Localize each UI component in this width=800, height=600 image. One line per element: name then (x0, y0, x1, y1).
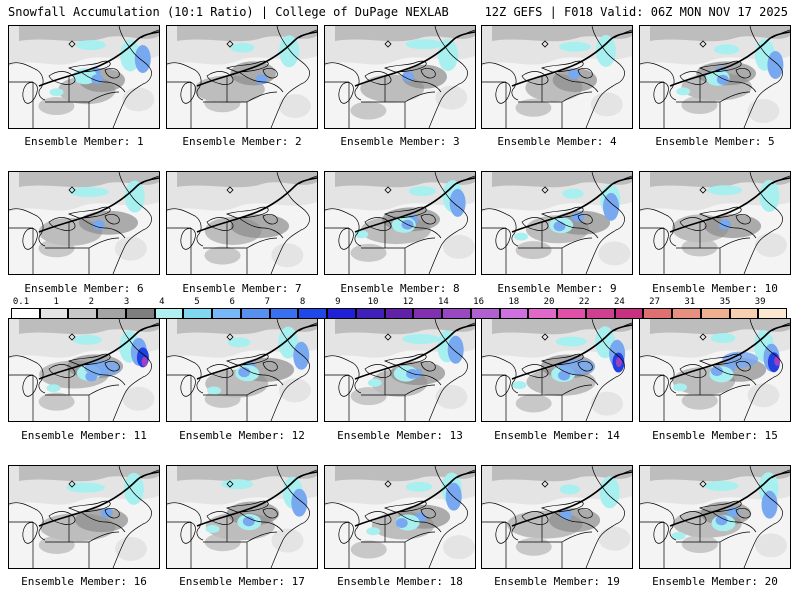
colorbar-swatch (97, 308, 126, 319)
ensemble-member-label: Ensemble Member: 6 (24, 282, 144, 295)
colorbar-tick-labels: 0.1 1 2 3 4 5 6 7 8 9 10 12 14 16 18 20 22 24 27 31 35 39 (11, 298, 787, 308)
colorbar-swatch (470, 308, 500, 319)
ensemble-map-panel (324, 171, 476, 275)
ensemble-map-panel (639, 465, 791, 569)
ensemble-map-panel (481, 318, 633, 422)
ensemble-member-label: Ensemble Member: 9 (497, 282, 617, 295)
colorbar-swatch (355, 308, 385, 319)
colorbar-swatch (11, 308, 40, 319)
colorbar-tick: 18 (508, 297, 520, 307)
colorbar-tick: 12 (402, 297, 414, 307)
colorbar-swatch (68, 308, 98, 319)
ensemble-map-panel (324, 465, 476, 569)
ensemble-map-panel (8, 171, 160, 275)
ensemble-member-label: Ensemble Member: 11 (21, 429, 147, 442)
ensemble-member-label: Ensemble Member: 18 (337, 575, 463, 588)
ensemble-map-panel (8, 465, 160, 569)
ensemble-member-label: Ensemble Member: 12 (179, 429, 305, 442)
colorbar-swatch (758, 308, 787, 319)
ensemble-member-label: Ensemble Member: 1 (24, 135, 144, 148)
colorbar-swatch (700, 308, 730, 319)
colorbar-tick: 16 (473, 297, 485, 307)
colorbar-tick: 14 (437, 297, 449, 307)
ensemble-map-panel (166, 465, 318, 569)
colorbar-tick: 4 (159, 297, 165, 307)
ensemble-map-panel (481, 25, 633, 129)
colorbar-swatch (499, 308, 529, 319)
ensemble-map-panel (639, 25, 791, 129)
ensemble-member-label: Ensemble Member: 3 (340, 135, 460, 148)
ensemble-member-label: Ensemble Member: 13 (337, 429, 463, 442)
colorbar-tick: 31 (684, 297, 696, 307)
colorbar-tick: 3 (123, 297, 130, 307)
colorbar-tick: 20 (543, 297, 555, 307)
ensemble-map-panel (166, 25, 318, 129)
colorbar-swatch (557, 308, 586, 319)
colorbar-swatch (643, 308, 673, 319)
ensemble-member-label: Ensemble Member: 14 (494, 429, 620, 442)
colorbar-swatch (39, 308, 69, 319)
colorbar-tick: 6 (229, 297, 235, 307)
colorbar-swatch (240, 308, 270, 319)
ensemble-map-panel (324, 25, 476, 129)
ensemble-member-label: Ensemble Member: 16 (21, 575, 147, 588)
colorbar-swatch (585, 308, 615, 319)
colorbar-tick: 7 (264, 297, 271, 307)
ensemble-map-panel (166, 171, 318, 275)
ensemble-map-panel (481, 465, 633, 569)
colorbar-swatch (528, 308, 558, 319)
ensemble-map-panel (481, 171, 633, 275)
colorbar-tick: 10 (367, 297, 379, 307)
ensemble-member-label: Ensemble Member: 15 (652, 429, 778, 442)
colorbar-swatch (269, 308, 299, 319)
colorbar-swatch (125, 308, 155, 319)
colorbar-swatch (298, 308, 328, 319)
model-run-info: 12Z GEFS | F018 Valid: 06Z MON NOV 17 20… (484, 5, 788, 19)
ensemble-member-label: Ensemble Member: 17 (179, 575, 305, 588)
colorbar-tick: 8 (299, 297, 306, 307)
colorbar-tick: 24 (613, 297, 625, 307)
colorbar-swatch (384, 308, 414, 319)
colorbar-tick: 9 (335, 297, 341, 307)
colorbar-tick: 27 (649, 297, 661, 307)
ensemble-map-panel (639, 171, 791, 275)
ensemble-map-panel (639, 318, 791, 422)
ensemble-map-panel (324, 318, 476, 422)
snowfall-colorbar (11, 308, 787, 319)
ensemble-member-label: Ensemble Member: 10 (652, 282, 778, 295)
colorbar-tick: 1 (53, 297, 59, 307)
colorbar-swatch (183, 308, 213, 319)
ensemble-map-panel (166, 318, 318, 422)
ensemble-member-label: Ensemble Member: 4 (497, 135, 617, 148)
colorbar-swatch (442, 308, 471, 319)
colorbar-swatch (614, 308, 644, 319)
colorbar-swatch (154, 308, 184, 319)
ensemble-member-label: Ensemble Member: 20 (652, 575, 778, 588)
ensemble-member-label: Ensemble Member: 5 (655, 135, 775, 148)
colorbar-tick: 22 (578, 297, 590, 307)
colorbar-swatch (413, 308, 443, 319)
colorbar-swatch (729, 308, 759, 319)
ensemble-member-label: Ensemble Member: 19 (494, 575, 620, 588)
colorbar-tick: 35 (719, 297, 731, 307)
colorbar-tick: 0.1 (12, 297, 30, 307)
map-title: Snowfall Accumulation (10:1 Ratio) | Col… (8, 5, 449, 19)
colorbar-swatch (212, 308, 241, 319)
ensemble-member-label: Ensemble Member: 8 (340, 282, 460, 295)
ensemble-member-label: Ensemble Member: 7 (182, 282, 302, 295)
ensemble-map-panel (8, 25, 160, 129)
colorbar-swatch (327, 308, 356, 319)
colorbar-swatch (672, 308, 701, 319)
colorbar-tick: 2 (88, 297, 95, 307)
ensemble-member-label: Ensemble Member: 2 (182, 135, 302, 148)
colorbar-tick: 5 (194, 297, 200, 307)
ensemble-map-panel (8, 318, 160, 422)
colorbar-tick: 39 (754, 297, 766, 307)
